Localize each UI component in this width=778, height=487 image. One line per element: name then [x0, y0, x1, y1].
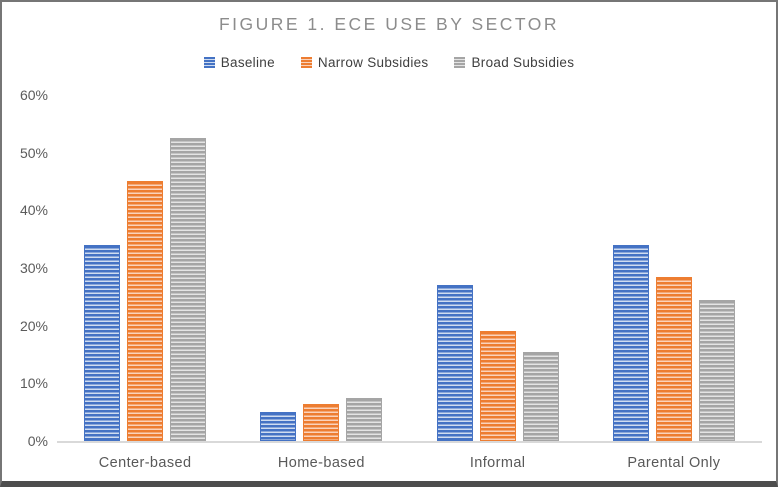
legend-label: Baseline [220, 54, 275, 70]
category-label-parental-only: Parental Only [627, 455, 721, 471]
x-axis-line [57, 441, 762, 443]
y-axis-tick-label: 30% [19, 260, 48, 276]
y-axis-tick-label: 40% [19, 202, 48, 219]
bar-baseline-center-based [84, 245, 120, 441]
bar-narrow-subsidies-informal [480, 331, 516, 441]
bar-broad-subsidies-parental-only [699, 300, 735, 441]
bar-narrow-subsidies-center-based [127, 181, 163, 441]
y-axis-tick-label: 50% [19, 144, 48, 161]
legend-item-3: Broad Subsidies [454, 55, 574, 70]
bar-narrow-subsidies-home-based [303, 404, 339, 441]
bar-baseline-parental-only [613, 245, 649, 441]
category-label-home-based: Home-based [277, 455, 365, 471]
bar-broad-subsidies-informal [523, 352, 559, 441]
y-axis-tick-label: 60% [19, 87, 48, 103]
chart-title: FIGURE 1. ECE USE BY SECTOR [218, 14, 560, 34]
y-axis-tick-label: 10% [19, 375, 48, 392]
plot-area: 0% 10% 20% 30% 40% 50% 60% Center-based Home-bas… [2, 2, 776, 481]
legend-item-2: Narrow Subsidies [300, 54, 429, 70]
chart-legend: Baseline Narrow Subsidies Broad Subsidies [2, 53, 776, 71]
category-label-informal: Informal [469, 455, 526, 471]
legend-label: Broad Subsidies [471, 54, 575, 70]
y-axis-tick-label: 20% [19, 317, 48, 334]
bar-broad-subsidies-home-based [346, 398, 382, 441]
legend-label: Narrow Subsidies [317, 54, 429, 70]
legend-swatch-icon [203, 56, 215, 68]
legend-swatch-icon [300, 56, 312, 68]
legend-item-1: Baseline [203, 54, 275, 70]
bar-baseline-informal [437, 285, 473, 441]
y-axis-tick-label: 0% [27, 433, 48, 449]
bar-baseline-home-based [260, 412, 296, 441]
bar-broad-subsidies-center-based [170, 138, 206, 441]
category-label-center-based: Center-based [98, 455, 192, 471]
bar-narrow-subsidies-parental-only [656, 277, 692, 441]
legend-swatch-icon [454, 56, 466, 68]
